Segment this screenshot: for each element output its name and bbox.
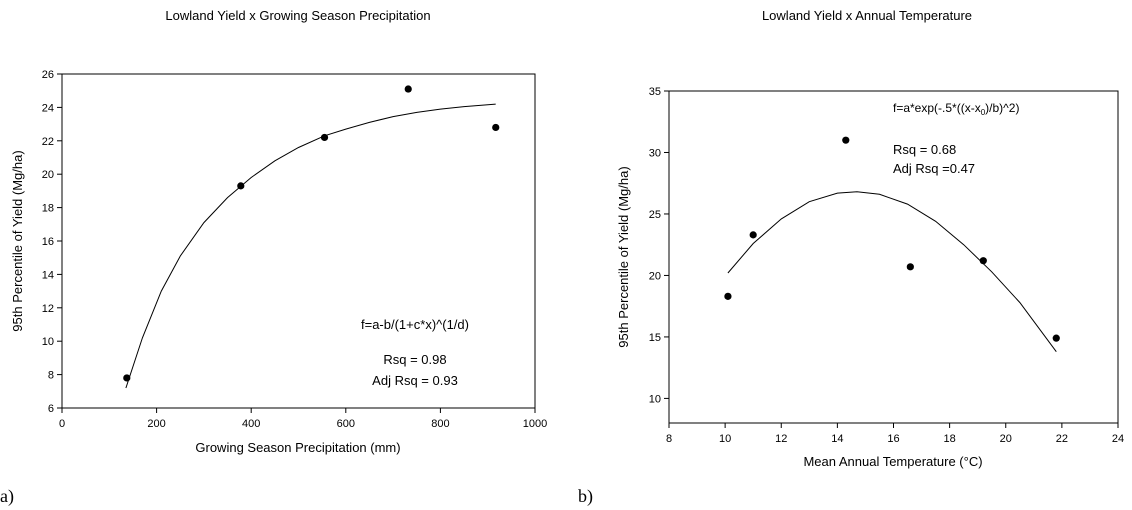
x-tick-label: 12 <box>775 433 787 445</box>
panel-b-rsq: Rsq = 0.68 <box>893 142 956 157</box>
panel-a-label: a) <box>0 486 14 507</box>
y-tick-label: 15 <box>649 332 661 344</box>
panel-b-title: Lowland Yield x Annual Temperature <box>762 8 972 23</box>
panel-b: Lowland Yield x Annual Temperature 8 10 12… <box>578 8 1124 507</box>
panel-a-y-label: 95th Percentile of Yield (Mg/ha) <box>10 150 25 331</box>
data-point <box>404 85 412 93</box>
panel-b-x-label: Mean Annual Temperature (°C) <box>803 454 982 469</box>
y-tick-label: 18 <box>42 203 54 215</box>
data-point <box>123 374 131 382</box>
y-tick-label: 25 <box>649 209 661 221</box>
x-tick-label: 10 <box>719 433 731 445</box>
panel-a-fit-curve <box>125 103 496 389</box>
x-tick-label: 20 <box>1000 433 1012 445</box>
y-tick-label: 22 <box>42 136 54 148</box>
y-tick-label: 35 <box>649 86 661 98</box>
y-tick-label: 30 <box>649 147 661 159</box>
panel-a-data-points <box>123 85 500 382</box>
y-tick-label: 14 <box>42 269 54 281</box>
panel-b-equation: f=a*exp(-.5*((x-x0)/b)^2) <box>893 101 1019 117</box>
panel-b-y-axis: 10 15 20 25 30 35 <box>649 86 669 405</box>
y-tick-label: 8 <box>48 370 54 382</box>
panel-b-label: b) <box>578 486 593 507</box>
x-tick-label: 0 <box>59 418 65 430</box>
panel-a-y-axis: 6 8 10 12 14 16 18 20 22 24 26 <box>42 69 62 415</box>
x-tick-label: 600 <box>337 418 355 430</box>
x-tick-label: 1000 <box>523 418 547 430</box>
x-tick-label: 200 <box>147 418 165 430</box>
x-tick-label: 800 <box>431 418 449 430</box>
panel-b-y-label: 95th Percentile of Yield (Mg/ha) <box>616 166 631 347</box>
y-tick-label: 16 <box>42 236 54 248</box>
x-tick-label: 8 <box>666 433 672 445</box>
y-tick-label: 10 <box>42 336 54 348</box>
x-tick-label: 22 <box>1056 433 1068 445</box>
y-tick-label: 12 <box>42 303 54 315</box>
x-tick-label: 400 <box>242 418 260 430</box>
data-point <box>320 133 329 142</box>
panel-a-x-label: Growing Season Precipitation (mm) <box>195 440 400 455</box>
y-tick-label: 24 <box>42 102 54 114</box>
panel-b-adj-rsq: Adj Rsq =0.47 <box>893 161 975 176</box>
y-tick-label: 6 <box>48 403 54 415</box>
panel-b-x-axis: 8 10 12 14 16 18 20 22 24 <box>666 423 1124 445</box>
data-point <box>492 123 500 132</box>
y-tick-label: 20 <box>649 270 661 282</box>
data-point <box>842 136 850 144</box>
panel-a-plot-frame <box>61 73 536 409</box>
panel-a-x-axis: 0 200 400 600 800 1000 <box>59 408 547 430</box>
panel-b-data-points <box>724 136 1060 342</box>
x-tick-label: 14 <box>831 433 843 445</box>
x-tick-label: 18 <box>944 433 956 445</box>
panel-b-fit-curve <box>727 191 1057 352</box>
data-point <box>979 257 987 265</box>
panel-a-title: Lowland Yield x Growing Season Precipita… <box>165 8 430 23</box>
x-tick-label: 24 <box>1112 433 1124 445</box>
data-point <box>1052 334 1060 342</box>
panel-a-rsq: Rsq = 0.98 <box>383 352 446 367</box>
panel-a-adj-rsq: Adj Rsq = 0.93 <box>372 373 458 388</box>
y-tick-label: 20 <box>42 169 54 181</box>
panel-a-equation: f=a-b/(1+c*x)^(1/d) <box>361 317 469 332</box>
panel-b-plot-frame <box>668 90 1119 424</box>
data-point <box>906 263 914 271</box>
panel-a: Lowland Yield x Growing Season Precipita… <box>0 8 547 507</box>
y-tick-label: 26 <box>42 69 54 81</box>
y-tick-label: 10 <box>649 393 661 405</box>
data-point <box>237 182 245 190</box>
data-point <box>749 231 757 239</box>
data-point <box>724 292 732 300</box>
x-tick-label: 16 <box>887 433 899 445</box>
